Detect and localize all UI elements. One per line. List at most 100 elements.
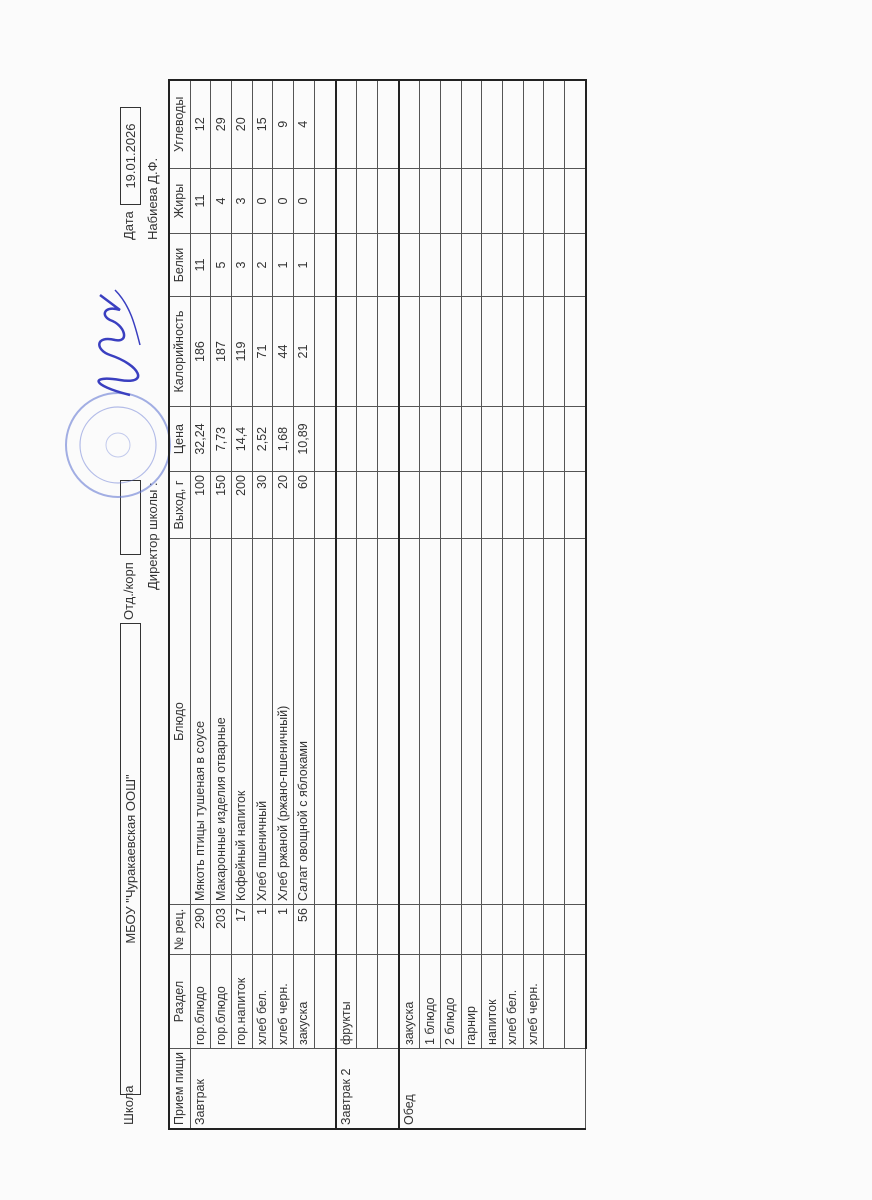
table-cell — [356, 904, 378, 955]
table-cell: 187 — [210, 296, 232, 407]
table-cell — [398, 79, 420, 169]
table-cell — [440, 296, 462, 407]
table-cell: 71 — [252, 296, 273, 407]
table-cell: гор.блюдо — [210, 954, 232, 1049]
table-cell — [481, 471, 503, 539]
table-cell — [481, 538, 503, 905]
table-cell — [419, 233, 441, 297]
table-cell — [564, 406, 586, 472]
table-cell — [377, 904, 399, 955]
table-cell: гор.блюдо — [190, 954, 211, 1049]
table-cell — [543, 904, 565, 955]
date-value: 19.01.2026 — [123, 123, 138, 189]
table-row: гарнир — [461, 79, 482, 1129]
meal-cell: Завтрак 2 — [335, 1048, 399, 1129]
table-cell — [377, 406, 399, 472]
table-cell — [523, 79, 544, 169]
table-cell: 3 — [231, 233, 253, 297]
table-cell — [440, 538, 462, 905]
table-cell: напиток — [481, 954, 503, 1049]
table-cell: 11 — [190, 168, 211, 234]
table-row: хлеб черн. — [523, 79, 544, 1129]
table-cell — [543, 954, 565, 1049]
table-cell: 0 — [252, 168, 273, 234]
table-cell: хлеб бел. — [252, 954, 273, 1049]
table-cell — [398, 471, 420, 539]
table-cell: 11 — [190, 233, 211, 297]
table-row: гор.блюдо 203 Макаронные изделия отварные 1… — [210, 79, 232, 1129]
table-cell: 203 — [210, 904, 232, 955]
table-cell — [481, 406, 503, 472]
table-cell — [314, 233, 336, 297]
table-cell: Макаронные изделия отварные — [210, 538, 232, 905]
table-cell: 15 — [252, 79, 273, 169]
table-cell — [356, 954, 378, 1049]
table-cell — [523, 538, 544, 905]
table-cell — [335, 233, 357, 297]
table-cell — [314, 471, 336, 539]
table-cell: хлеб черн. — [272, 954, 294, 1049]
table-cell — [440, 168, 462, 234]
director-name: Набиева Д.Ф. — [145, 157, 160, 240]
table-cell — [398, 168, 420, 234]
table-cell — [502, 471, 524, 539]
table-cell — [356, 471, 378, 539]
table-cell: 200 — [231, 471, 253, 539]
table-row — [564, 79, 586, 1129]
table-cell: Хлеб ржаной (ржано-пшеничный) — [272, 538, 294, 905]
table-cell — [461, 471, 482, 539]
table-cell — [440, 904, 462, 955]
table-cell — [461, 233, 482, 297]
table-cell — [523, 471, 544, 539]
table-cell — [398, 233, 420, 297]
meal-cell: Обед — [398, 1048, 586, 1129]
table-header-row: Прием пищи Раздел № рец. Блюдо Выход, г Цена К… — [169, 79, 191, 1129]
table-cell: Салат овощной с яблоками — [293, 538, 315, 905]
table-cell: гор.напиток — [231, 954, 253, 1049]
date-label: Дата — [121, 211, 136, 240]
table-row: хлеб бел. — [502, 79, 524, 1129]
column-header: Цена — [169, 406, 191, 472]
table-cell: хлеб черн. — [523, 954, 544, 1049]
table-cell: 60 — [293, 471, 315, 539]
table-cell — [523, 296, 544, 407]
table-cell — [502, 538, 524, 905]
table-cell — [523, 406, 544, 472]
table-cell: 5 — [210, 233, 232, 297]
branch-label: Отд./корп — [121, 562, 136, 620]
table-cell — [398, 406, 420, 472]
table-cell — [440, 79, 462, 169]
table-cell: 100 — [190, 471, 211, 539]
table-cell: 4 — [210, 168, 232, 234]
table-cell — [564, 296, 586, 407]
table-cell: 0 — [293, 168, 315, 234]
table-cell — [502, 296, 524, 407]
table-cell: 1 — [272, 904, 294, 955]
table-cell — [377, 79, 399, 169]
table-cell — [398, 296, 420, 407]
school-name: МБОУ "Чуракаевская ООШ" — [123, 774, 138, 944]
table-cell: 1,68 — [272, 406, 294, 472]
column-header: Калорийность — [169, 296, 191, 407]
table-cell: 10,89 — [293, 406, 315, 472]
table-row: гор.напиток 17 Кофейный напиток 200 14,4 119 3… — [231, 79, 253, 1129]
table-cell — [481, 233, 503, 297]
table-cell — [502, 406, 524, 472]
table-cell — [335, 168, 357, 234]
table-cell — [335, 79, 357, 169]
table-cell: 2,52 — [252, 406, 273, 472]
table-cell: 119 — [231, 296, 253, 407]
table-cell: 1 — [293, 233, 315, 297]
table-row — [314, 79, 336, 1129]
table-cell — [440, 471, 462, 539]
table-cell — [543, 233, 565, 297]
table-cell — [543, 538, 565, 905]
table-cell: 56 — [293, 904, 315, 955]
table-cell — [398, 538, 420, 905]
table-cell: 17 — [231, 904, 253, 955]
column-header: Раздел — [169, 954, 191, 1049]
table-row: 2 блюдо — [440, 79, 462, 1129]
table-cell — [543, 296, 565, 407]
table-row: Обед закуска — [398, 79, 586, 1129]
table-cell — [564, 538, 586, 905]
